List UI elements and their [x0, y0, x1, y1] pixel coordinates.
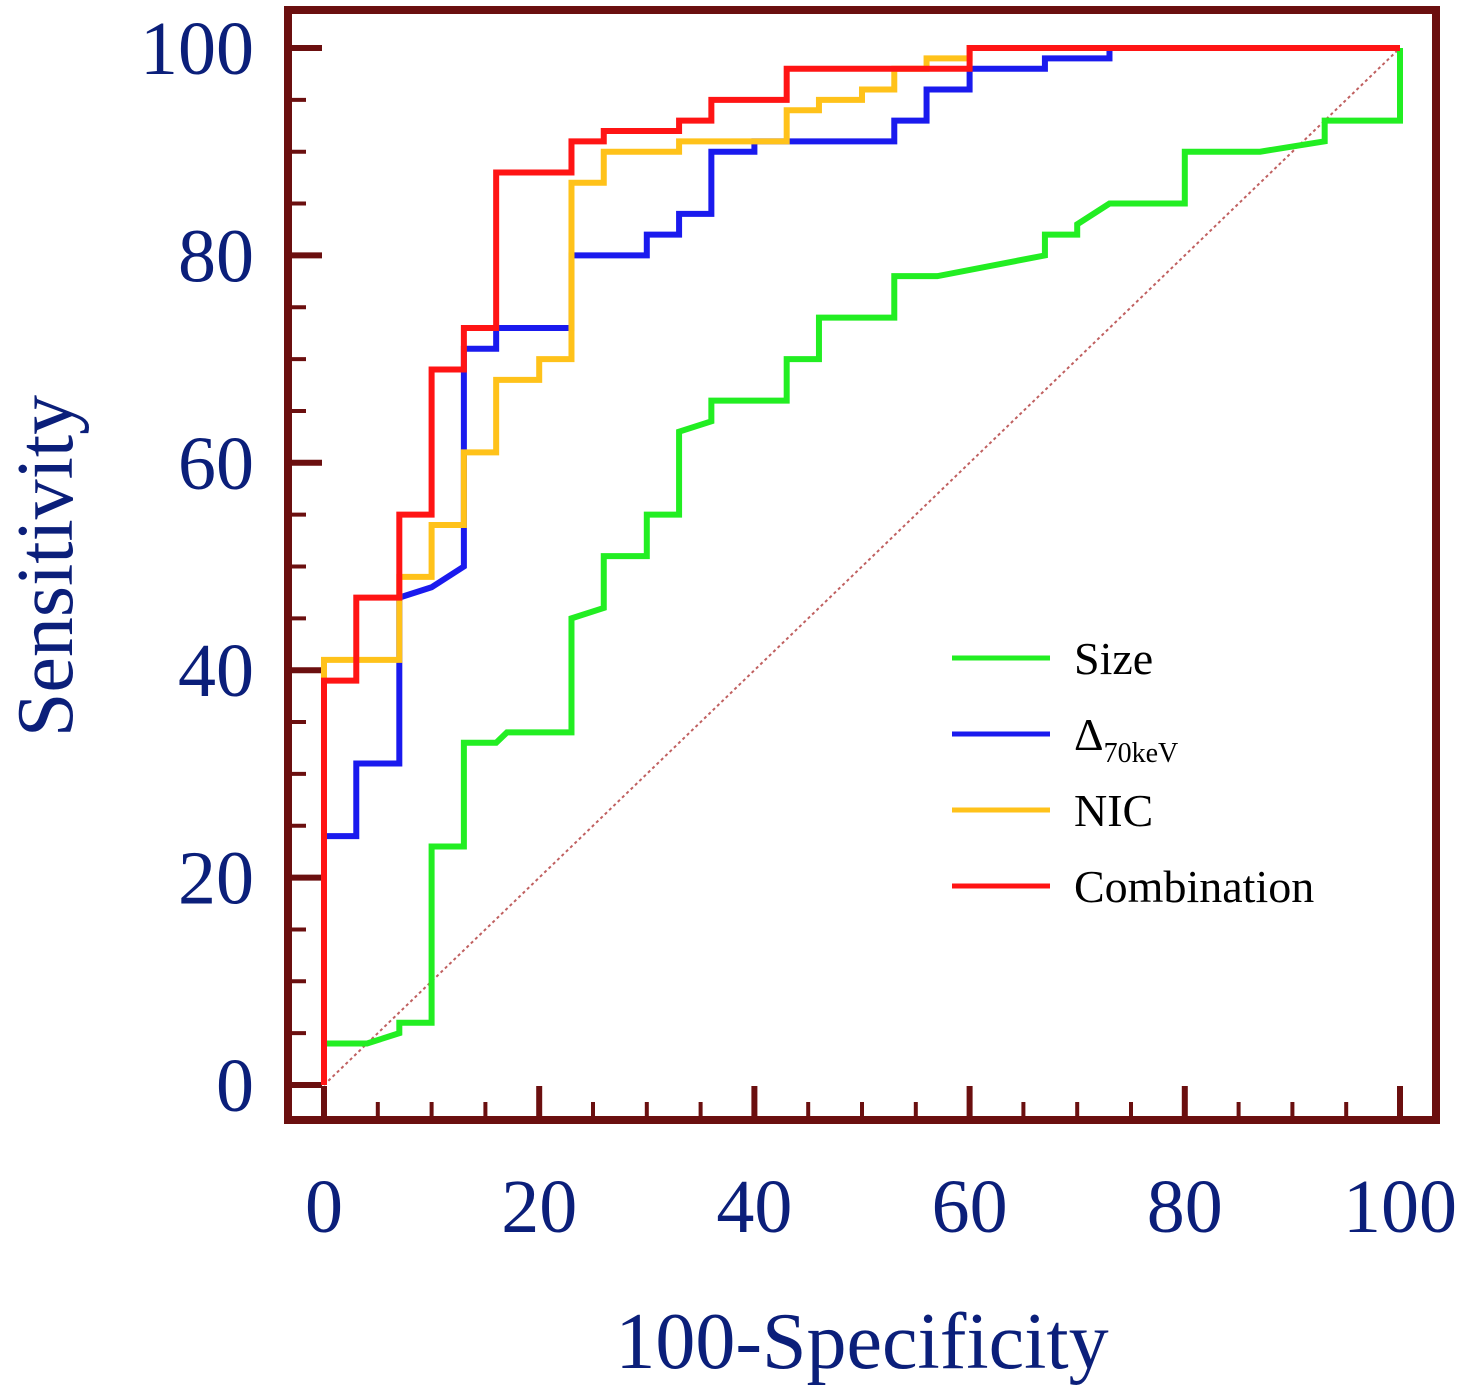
legend-label-nic: NIC: [1074, 785, 1153, 836]
series-line-size: [324, 48, 1403, 1047]
ticks-layer: [288, 45, 1403, 1120]
plot-frame: [284, 6, 1440, 1124]
y-axis-title: Sensitivity: [2, 395, 90, 737]
x-tick-label: 20: [501, 1165, 577, 1249]
series-line-combination: [321, 45, 1400, 1085]
series-layer: [321, 45, 1403, 1085]
y-tick-label: 20: [178, 837, 254, 921]
x-tick-labels: 0 20 40 60 80 100: [305, 1165, 1457, 1249]
legend-label-main: Size: [1074, 633, 1153, 684]
y-tick-label: 60: [178, 422, 254, 506]
x-tick-label: 60: [932, 1165, 1008, 1249]
y-tick-label: 0: [216, 1044, 254, 1128]
x-tick-label: 80: [1147, 1165, 1223, 1249]
legend-label-main: NIC: [1074, 785, 1153, 836]
legend-label-subscript: 70keV: [1104, 738, 1179, 769]
y-tick-label: 100: [140, 7, 254, 91]
legend-label-size: Size: [1074, 633, 1153, 684]
legend-label--70kev: Δ70keV: [1074, 709, 1178, 769]
x-tick-label: 100: [1343, 1165, 1457, 1249]
series-line--70kev: [321, 45, 1400, 1085]
x-tick-label: 0: [305, 1165, 343, 1249]
y-tick-label: 40: [178, 629, 254, 713]
legend-label-combination: Combination: [1074, 861, 1314, 912]
legend: Size Δ70keV NIC Combination: [952, 633, 1314, 912]
x-axis-title: 100-Specificity: [615, 1298, 1108, 1386]
y-tick-label: 80: [178, 214, 254, 298]
legend-label-main: Combination: [1074, 861, 1314, 912]
y-tick-labels: 0 20 40 60 80 100: [140, 7, 254, 1128]
x-tick-label: 40: [716, 1165, 792, 1249]
legend-label-main: Δ: [1074, 709, 1104, 760]
